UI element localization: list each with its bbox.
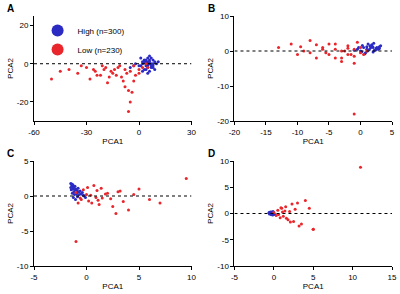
svg-text:-30: -30	[81, 128, 93, 137]
svg-text:10: 10	[348, 273, 357, 282]
svg-text:-5: -5	[325, 128, 333, 137]
svg-text:PCA2: PCA2	[206, 58, 215, 79]
svg-text:PCA1: PCA1	[102, 282, 123, 291]
svg-text:-10: -10	[292, 128, 304, 137]
svg-text:-10: -10	[217, 262, 229, 271]
svg-text:PCA2: PCA2	[6, 58, 15, 79]
svg-text:15: 15	[388, 273, 397, 282]
svg-text:30: 30	[187, 128, 196, 137]
svg-text:0: 0	[224, 209, 229, 218]
svg-text:0: 0	[24, 192, 29, 201]
svg-text:0: 0	[137, 128, 142, 137]
svg-text:-5: -5	[30, 273, 38, 282]
svg-text:-10: -10	[17, 262, 29, 271]
svg-text:5: 5	[24, 157, 29, 166]
svg-text:High (n=300): High (n=300)	[78, 27, 125, 36]
svg-text:-10: -10	[217, 82, 229, 91]
svg-text:0: 0	[358, 128, 363, 137]
svg-text:20: 20	[19, 21, 28, 30]
svg-text:5: 5	[311, 273, 316, 282]
svg-text:10: 10	[187, 273, 196, 282]
svg-text:A: A	[7, 3, 14, 14]
svg-text:B: B	[208, 3, 215, 14]
svg-text:0: 0	[272, 273, 277, 282]
svg-text:PCA2: PCA2	[6, 203, 15, 224]
svg-text:PCA2: PCA2	[206, 203, 215, 224]
svg-text:PCA1: PCA1	[303, 137, 324, 146]
svg-text:-20: -20	[217, 117, 229, 126]
svg-text:10: 10	[220, 12, 229, 21]
svg-text:10: 10	[220, 157, 229, 166]
svg-text:-5: -5	[222, 236, 230, 245]
svg-text:Low (n=230): Low (n=230)	[78, 46, 123, 55]
svg-text:D: D	[208, 148, 215, 159]
svg-text:5: 5	[224, 183, 229, 192]
svg-text:C: C	[7, 148, 14, 159]
svg-text:PCA1: PCA1	[303, 282, 324, 291]
svg-text:0: 0	[224, 47, 229, 56]
svg-text:0: 0	[24, 60, 29, 69]
svg-text:5: 5	[390, 128, 395, 137]
svg-text:-5: -5	[231, 273, 239, 282]
svg-text:PCA1: PCA1	[102, 137, 123, 146]
svg-text:0: 0	[84, 273, 89, 282]
svg-text:-60: -60	[28, 128, 40, 137]
svg-text:-20: -20	[17, 98, 29, 107]
svg-text:-20: -20	[229, 128, 241, 137]
svg-text:-5: -5	[21, 227, 29, 236]
svg-text:-15: -15	[260, 128, 272, 137]
svg-text:5: 5	[137, 273, 142, 282]
